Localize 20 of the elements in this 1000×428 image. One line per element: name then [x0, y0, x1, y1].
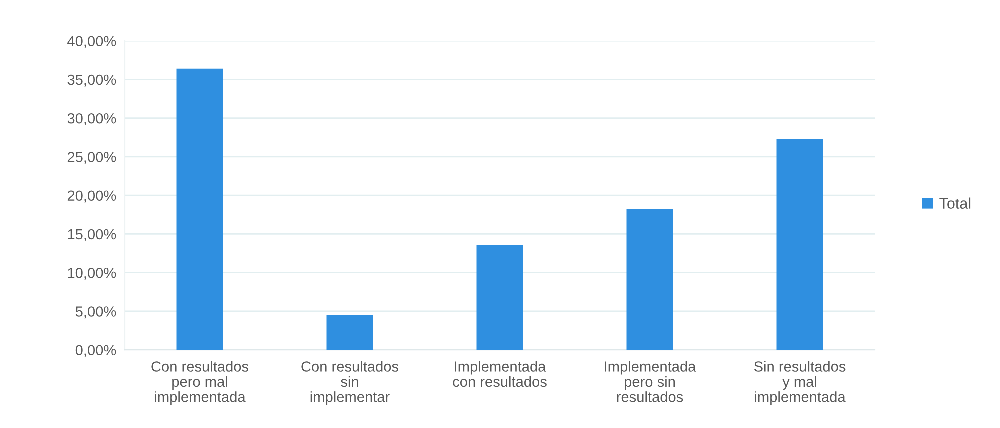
x-tick-label: Implementada con resultados — [453, 361, 547, 388]
y-tick-label: 25,00% — [68, 152, 116, 164]
y-tick-label: 35,00% — [68, 74, 116, 87]
bar — [326, 315, 374, 350]
y-tick-label: 10,00% — [68, 268, 116, 280]
x-tick-label: Con resultados pero mal implementada — [152, 361, 249, 406]
y-tick-label: 30,00% — [68, 113, 116, 126]
bar — [176, 68, 224, 350]
x-tick-label: Sin resultados y mal implementada — [754, 361, 846, 406]
bar — [476, 245, 524, 350]
bar — [776, 139, 824, 350]
y-tick-label: 0,00% — [76, 345, 116, 358]
bar — [626, 210, 674, 350]
legend-label: Total — [940, 198, 971, 209]
y-tick-label: 40,00% — [68, 36, 116, 48]
x-tick-label: Con resultados sin implementar — [302, 361, 399, 406]
y-tick-label: 20,00% — [68, 190, 116, 203]
y-tick-label: 15,00% — [68, 229, 116, 242]
y-tick-label: 5,00% — [76, 306, 116, 319]
x-tick-label: Implementada pero sin resultados — [605, 361, 696, 402]
